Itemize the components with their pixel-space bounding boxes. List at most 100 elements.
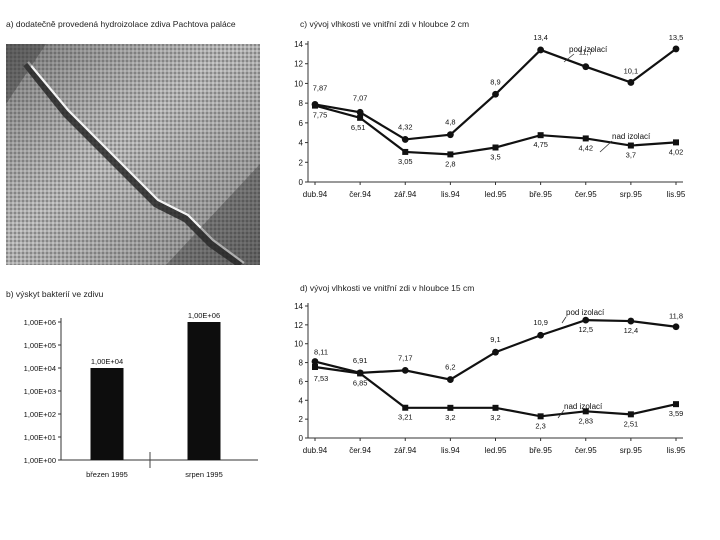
data-label-pod-izolaci: 7,07: [353, 93, 368, 102]
legend-leader-line: [561, 316, 567, 324]
legend-label: nad izolací: [612, 132, 651, 141]
bacteria-y-tick-label: 1,00E+03: [24, 387, 56, 396]
data-label-nad-izolaci: 3,2: [490, 413, 500, 422]
data-label-nad-izolaci: 3,05: [398, 157, 413, 166]
bacteria-y-tick-label: 1,00E+06: [24, 318, 56, 327]
data-label-pod-izolaci: 11,7: [579, 48, 593, 57]
data-label-pod-izolaci: 12,4: [624, 326, 639, 335]
data-point-pod-izolaci: [311, 358, 319, 365]
data-label-nad-izolaci: 2,51: [624, 419, 639, 428]
data-point-nad-izolaci: [492, 404, 499, 411]
data-label-pod-izolaci: 10,1: [624, 66, 639, 75]
moisture-15cm-chart-title: d) vývoj vlhkosti ve vnitřní zdi v hloub…: [300, 283, 475, 293]
x-tick-label: čer.95: [575, 190, 597, 199]
x-tick-label: lis.94: [441, 446, 460, 455]
data-point-nad-izolaci: [582, 135, 589, 142]
bacteria-x-tick-label: srpen 1995: [185, 470, 223, 479]
data-label-nad-izolaci: 3,59: [669, 409, 684, 418]
bacteria-bar-value-label: 1,00E+04: [91, 357, 123, 366]
data-label-nad-izolaci: 2,3: [535, 421, 545, 430]
data-label-nad-izolaci: 6,51: [351, 123, 366, 132]
x-tick-label: led.95: [485, 190, 507, 199]
data-label-nad-izolaci: 7,53: [314, 374, 329, 383]
y-tick-label: 4: [299, 139, 304, 148]
data-point-pod-izolaci: [401, 136, 409, 143]
legend-leader-line: [557, 409, 565, 419]
x-tick-label: zář.94: [394, 446, 417, 455]
bacteria-bar-value-label: 1,00E+06: [188, 311, 220, 320]
data-point-pod-izolaci: [492, 90, 499, 98]
data-point-nad-izolaci: [312, 102, 318, 109]
x-tick-label: led.95: [485, 446, 507, 455]
x-tick-label: čer.94: [349, 446, 371, 455]
y-tick-label: 0: [299, 178, 304, 187]
data-point-nad-izolaci: [357, 114, 364, 121]
data-label-pod-izolaci: 13,4: [533, 33, 548, 42]
photo-panel-title: a) dodatečně provedená hydroizolace zdiv…: [6, 19, 236, 29]
data-label-nad-izolaci: 3,2: [445, 413, 455, 422]
x-tick-label: dub.94: [303, 190, 328, 199]
y-tick-label: 12: [294, 60, 303, 69]
wall-photo-image: [6, 44, 260, 268]
y-tick-label: 8: [299, 99, 304, 108]
data-point-pod-izolaci: [537, 46, 545, 54]
y-tick-label: 6: [299, 119, 304, 128]
data-point-nad-izolaci: [673, 401, 679, 408]
data-point-nad-izolaci: [447, 404, 454, 411]
data-label-nad-izolaci: 2,8: [445, 159, 455, 168]
data-point-nad-izolaci: [627, 411, 634, 418]
data-point-nad-izolaci: [312, 364, 318, 371]
legend-label: pod izolací: [566, 308, 605, 317]
data-point-nad-izolaci: [627, 142, 634, 149]
y-tick-label: 0: [299, 434, 304, 443]
y-tick-label: 8: [299, 359, 304, 368]
data-label-pod-izolaci: 8,9: [490, 77, 500, 86]
x-tick-label: srp.95: [620, 446, 643, 455]
data-label-pod-izolaci: 7,17: [398, 353, 413, 362]
data-point-pod-izolaci: [446, 376, 454, 383]
y-tick-label: 14: [294, 302, 303, 311]
x-tick-label: lis.95: [667, 190, 686, 199]
bacteria-y-tick-label: 1,00E+04: [24, 364, 56, 373]
bacteria-bar: [90, 368, 124, 460]
data-point-pod-izolaci: [672, 323, 680, 331]
data-label-nad-izolaci: 4,42: [578, 143, 593, 152]
data-point-nad-izolaci: [357, 370, 364, 377]
bacteria-y-tick-label: 1,00E+02: [24, 410, 56, 419]
bacteria-x-tick-label: březen 1995: [86, 470, 128, 479]
x-tick-label: bře.95: [529, 446, 552, 455]
data-label-pod-izolaci: 4,8: [445, 118, 455, 127]
data-label-nad-izolaci: 2,83: [578, 416, 593, 425]
x-tick-label: čer.95: [575, 446, 597, 455]
y-tick-label: 14: [294, 40, 303, 49]
data-label-nad-izolaci: 3,21: [398, 413, 413, 422]
y-tick-label: 12: [294, 321, 303, 330]
data-label-pod-izolaci: 4,32: [398, 122, 413, 131]
data-label-nad-izolaci: 4,02: [669, 147, 684, 156]
data-point-pod-izolaci: [537, 331, 545, 339]
x-tick-label: čer.94: [349, 190, 371, 199]
legend-leader-line: [563, 53, 575, 63]
data-label-pod-izolaci: 6,91: [353, 356, 368, 365]
x-tick-label: zář.94: [394, 190, 417, 199]
data-label-pod-izolaci: 10,9: [533, 318, 548, 327]
data-point-nad-izolaci: [537, 413, 544, 420]
data-label-pod-izolaci: 13,5: [669, 33, 684, 42]
data-label-pod-izolaci: 11,8: [669, 312, 683, 321]
data-point-nad-izolaci: [673, 139, 679, 146]
data-label-nad-izolaci: 4,75: [533, 140, 548, 149]
data-point-nad-izolaci: [582, 408, 589, 415]
data-label-nad-izolaci: 6,85: [353, 378, 368, 387]
legend-label: pod izolací: [569, 45, 608, 54]
bacteria-y-tick-label: 1,00E+05: [24, 341, 56, 350]
data-label-pod-izolaci: 8,11: [314, 348, 328, 357]
y-tick-label: 2: [299, 158, 304, 167]
data-point-pod-izolaci: [627, 79, 635, 86]
x-tick-label: lis.94: [441, 190, 460, 199]
moisture-2cm-chart-title: c) vývoj vlhkosti ve vnitřní zdi v hloub…: [300, 19, 470, 29]
data-label-pod-izolaci: 6,2: [445, 363, 455, 372]
y-tick-label: 10: [294, 79, 303, 88]
x-tick-label: srp.95: [620, 190, 643, 199]
data-point-pod-izolaci: [446, 131, 454, 139]
